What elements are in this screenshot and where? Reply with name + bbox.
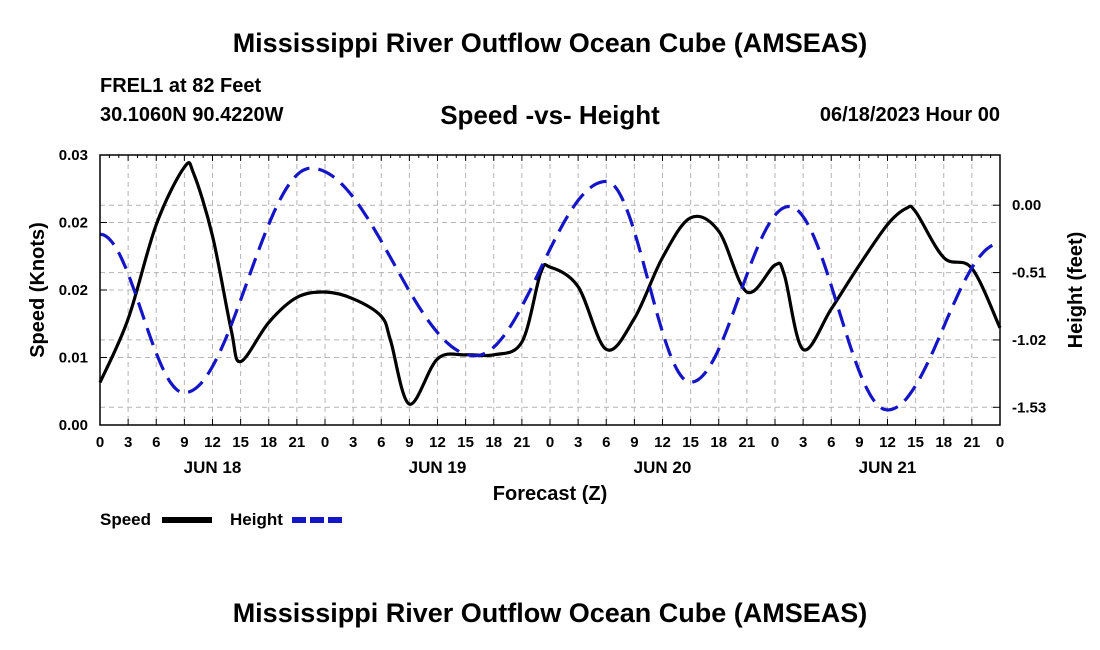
forecast-datetime: 06/18/2023 Hour 00 [819, 104, 1000, 126]
x-tick-label: 18 [485, 434, 502, 451]
station-label: FREL1 at 82 Feet [100, 75, 262, 97]
legend-speed-label: Speed [100, 510, 151, 529]
x-tick-label: 18 [710, 434, 727, 451]
x-tick-label: 3 [124, 434, 132, 451]
x-tick-label: 6 [602, 434, 610, 451]
legend: Speed Height [100, 510, 342, 529]
grid-lines [100, 155, 1000, 425]
y-tick-label: 0.03 [59, 147, 88, 164]
x-tick-label: 15 [457, 434, 474, 451]
x-tick-label: 0 [96, 434, 104, 451]
axes: 0 3 6 9 12 15 18 21 0 3 6 9 12 15 18 21 0 3 6 9 12 15 18 21 0 3 6 9… [59, 147, 1046, 477]
y-tick-label: 0.02 [59, 282, 88, 299]
x-tick-label: 3 [799, 434, 807, 451]
x-tick-label: 21 [964, 434, 981, 451]
x-tick-label: 18 [935, 434, 952, 451]
y-tick-label: 0.01 [59, 350, 88, 367]
x-tick-label: 9 [405, 434, 413, 451]
chart-title: Mississippi River Outflow Ocean Cube (AM… [232, 28, 868, 58]
x-tick-label: 12 [204, 434, 221, 451]
x-tick-label: 9 [855, 434, 863, 451]
x-tick-label: 0 [546, 434, 554, 451]
x-tick-label: 9 [630, 434, 638, 451]
x-tick-label: 3 [349, 434, 357, 451]
y-tick-label: 0.02 [59, 215, 88, 232]
x-tick-label: 0 [996, 434, 1004, 451]
x-tick-label: 12 [654, 434, 671, 451]
day-label: JUN 19 [409, 458, 467, 477]
y2-tick-label: -1.02 [1012, 332, 1046, 349]
day-label: JUN 20 [634, 458, 692, 477]
x-tick-label: 18 [260, 434, 277, 451]
day-label: JUN 18 [184, 458, 242, 477]
x-tick-label: 15 [232, 434, 249, 451]
x-tick-label: 21 [739, 434, 756, 451]
series-layer [98, 160, 1002, 412]
x-tick-label: 0 [771, 434, 779, 451]
station-coordinates: 30.1060N 90.4220W [100, 104, 284, 126]
x-tick-label: 6 [377, 434, 385, 451]
bottom-title: Mississippi River Outflow Ocean Cube (AM… [232, 598, 868, 628]
y-axis-label: Speed (Knots) [27, 222, 49, 358]
y-tick-label: 0.00 [59, 417, 88, 434]
x-tick-label: 0 [321, 434, 329, 451]
x-tick-label: 6 [152, 434, 160, 451]
x-tick-label: 21 [289, 434, 306, 451]
x-tick-label: 15 [682, 434, 699, 451]
x-tick-label: 3 [574, 434, 582, 451]
y2-tick-label: -0.51 [1012, 265, 1046, 282]
x-axis-label: Forecast (Z) [493, 483, 607, 505]
speed-series-line [98, 160, 1002, 406]
height-series-line [99, 166, 1001, 412]
chart-subtitle: Speed -vs- Height [440, 100, 660, 130]
y2-tick-label: -1.53 [1012, 399, 1046, 416]
legend-height-label: Height [230, 510, 283, 529]
x-tick-label: 21 [514, 434, 531, 451]
day-label: JUN 21 [859, 458, 917, 477]
x-tick-label: 12 [429, 434, 446, 451]
x-tick-label: 9 [180, 434, 188, 451]
x-tick-label: 6 [827, 434, 835, 451]
x-tick-label: 15 [907, 434, 924, 451]
x-tick-label: 12 [879, 434, 896, 451]
y2-axis-label: Height (feet) [1065, 232, 1087, 349]
y2-tick-label: 0.00 [1012, 197, 1041, 214]
